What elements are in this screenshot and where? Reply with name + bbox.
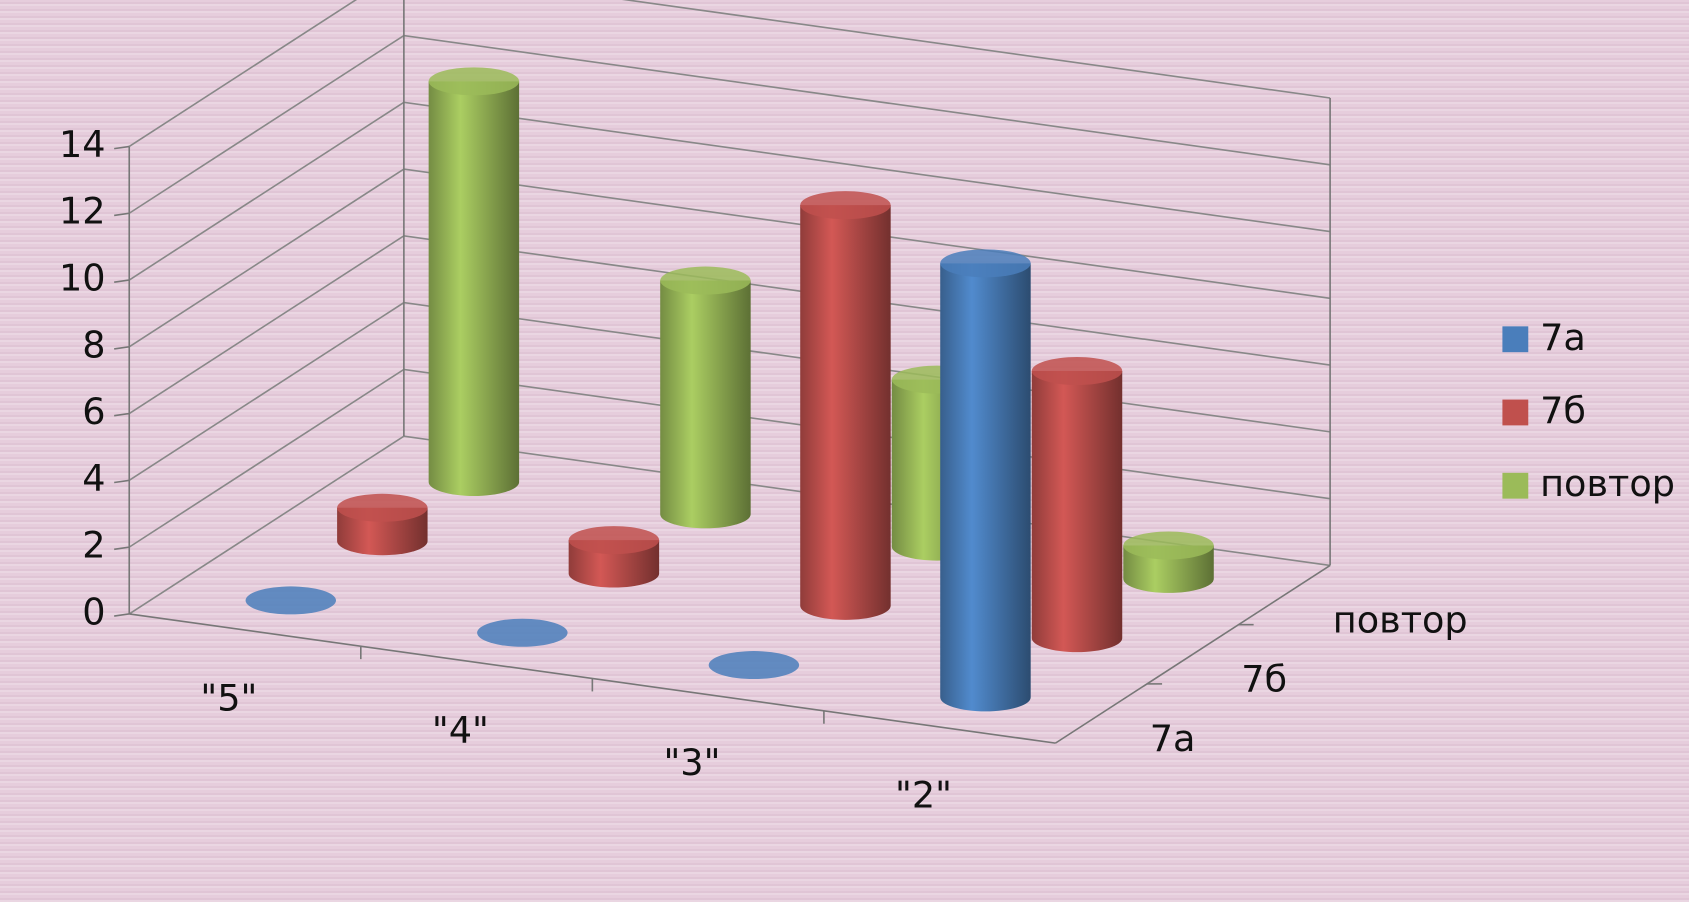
bar-body bbox=[940, 263, 1031, 712]
bar bbox=[428, 67, 520, 496]
y-tick bbox=[114, 412, 130, 417]
y-tick bbox=[114, 546, 130, 551]
bar-top bbox=[708, 651, 800, 680]
legend-swatch bbox=[1502, 472, 1529, 499]
bar-body bbox=[660, 280, 751, 529]
axis-line bbox=[1055, 564, 1331, 744]
y-tick bbox=[114, 212, 130, 217]
y-tick-label: 14 bbox=[59, 123, 106, 166]
depth-label: повтор bbox=[1333, 598, 1468, 641]
bar-top bbox=[1031, 357, 1123, 386]
y-tick-label: 8 bbox=[82, 323, 105, 366]
bar-top bbox=[800, 191, 891, 220]
bar bbox=[1031, 357, 1123, 653]
y-tick-label: 4 bbox=[82, 457, 105, 500]
bar bbox=[708, 651, 800, 680]
depth-label: 7б bbox=[1241, 658, 1287, 701]
depth-label: 7а bbox=[1150, 717, 1196, 760]
y-tick-label: 6 bbox=[82, 390, 105, 433]
bar bbox=[477, 618, 568, 647]
y-tick-label: 0 bbox=[82, 590, 105, 633]
bar-top bbox=[660, 266, 751, 295]
y-tick bbox=[114, 613, 130, 617]
bar-top bbox=[568, 526, 660, 555]
bar-body bbox=[1031, 371, 1123, 653]
x-tick-label: "5" bbox=[200, 677, 257, 720]
bar bbox=[1123, 531, 1214, 593]
y-tick-label: 2 bbox=[82, 524, 105, 567]
y-tick bbox=[114, 145, 130, 150]
bar bbox=[568, 526, 660, 588]
legend-swatch bbox=[1502, 399, 1529, 426]
y-tick bbox=[114, 279, 130, 283]
bar-body bbox=[800, 205, 891, 620]
grid-line bbox=[128, 101, 1331, 281]
grid-line bbox=[128, 34, 1331, 214]
bar bbox=[940, 249, 1031, 712]
bar bbox=[337, 493, 428, 556]
y-tick bbox=[114, 345, 130, 350]
bar-top bbox=[337, 493, 428, 522]
y-tick-label: 12 bbox=[59, 190, 106, 233]
bar-top bbox=[940, 249, 1031, 278]
bar-top bbox=[428, 67, 520, 96]
y-tick bbox=[114, 479, 130, 484]
legend-label: 7а bbox=[1540, 316, 1586, 359]
bar-body bbox=[428, 81, 520, 496]
bar-top bbox=[1123, 531, 1214, 560]
grid-line bbox=[128, 0, 1331, 148]
bar-top bbox=[245, 586, 337, 615]
x-tick-label: "3" bbox=[663, 741, 720, 784]
bar-top bbox=[477, 618, 568, 647]
bar bbox=[660, 266, 751, 529]
legend-label: повтор bbox=[1540, 462, 1675, 505]
bar bbox=[800, 191, 891, 620]
x-tick-label: "2" bbox=[895, 773, 952, 816]
x-tick-label: "4" bbox=[432, 709, 489, 752]
bar bbox=[245, 586, 337, 615]
plot-area: 0 2 4 6 8 10 12 14 "5" "4" "3" "2" 7а 7б повтор 7а 7б пов… bbox=[59, 0, 1675, 816]
legend-label: 7б bbox=[1540, 389, 1586, 432]
y-tick-label: 10 bbox=[59, 257, 106, 300]
legend-swatch bbox=[1502, 326, 1529, 353]
